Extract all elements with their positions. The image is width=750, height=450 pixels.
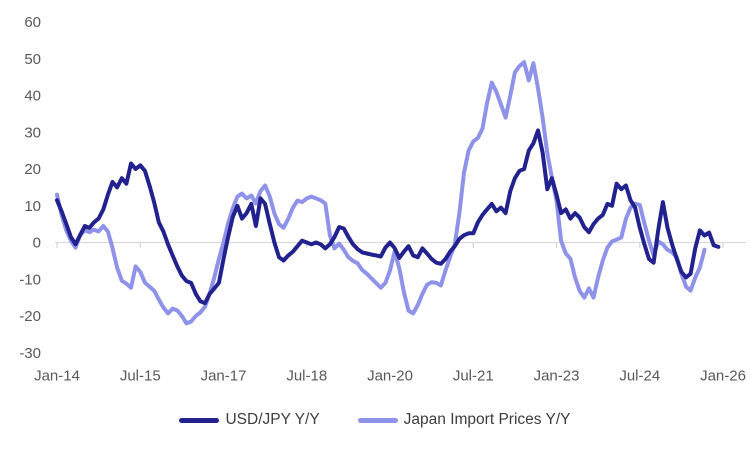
y-axis-tick-label: 50 bbox=[24, 51, 41, 68]
legend-item-usdjpy: USD/JPY Y/Y bbox=[179, 411, 320, 429]
y-axis-tick-label: -30 bbox=[19, 345, 41, 362]
y-axis-tick-label: 60 bbox=[24, 14, 41, 31]
x-axis-tick-label: Jul-21 bbox=[453, 368, 494, 385]
chart-legend: USD/JPY Y/Y Japan Import Prices Y/Y bbox=[0, 404, 750, 436]
y-axis-tick-label: 20 bbox=[24, 161, 41, 178]
series-line-usd-jpy-y-y bbox=[55, 128, 721, 306]
x-axis-tick-label: Jan-20 bbox=[367, 368, 413, 385]
x-axis-tick-label: Jan-26 bbox=[700, 368, 746, 385]
x-axis-tick-label: Jul-24 bbox=[619, 368, 660, 385]
legend-line-usdjpy-icon bbox=[179, 417, 220, 423]
y-axis-tick-label: 10 bbox=[24, 198, 41, 215]
series-line-japan-import-prices-y-y bbox=[55, 60, 707, 326]
x-axis-tick-label: Jul-18 bbox=[286, 368, 327, 385]
x-axis-tick-label: Jan-23 bbox=[534, 368, 580, 385]
x-axis-tick-label: Jan-17 bbox=[201, 368, 247, 385]
x-axis-tick-label: Jan-14 bbox=[34, 368, 80, 385]
y-axis-tick-label: -20 bbox=[19, 308, 41, 325]
x-axis-tick-label: Jul-15 bbox=[120, 368, 161, 385]
legend-label-import-prices: Japan Import Prices Y/Y bbox=[403, 411, 571, 428]
line-chart: 60 50 40 30 20 10 0 -10 -20 -30 Jan-14 Jul-15 Jan-17… bbox=[19, 14, 746, 385]
legend-item-import-prices: Japan Import Prices Y/Y bbox=[357, 411, 571, 429]
legend-label-usdjpy: USD/JPY Y/Y bbox=[225, 411, 320, 428]
y-axis-tick-label: 40 bbox=[24, 88, 41, 105]
y-axis-tick-label: 0 bbox=[33, 235, 41, 252]
legend-line-import-prices-icon bbox=[357, 417, 398, 423]
y-axis-tick-label: -10 bbox=[19, 271, 41, 288]
y-axis-tick-label: 30 bbox=[24, 124, 41, 141]
